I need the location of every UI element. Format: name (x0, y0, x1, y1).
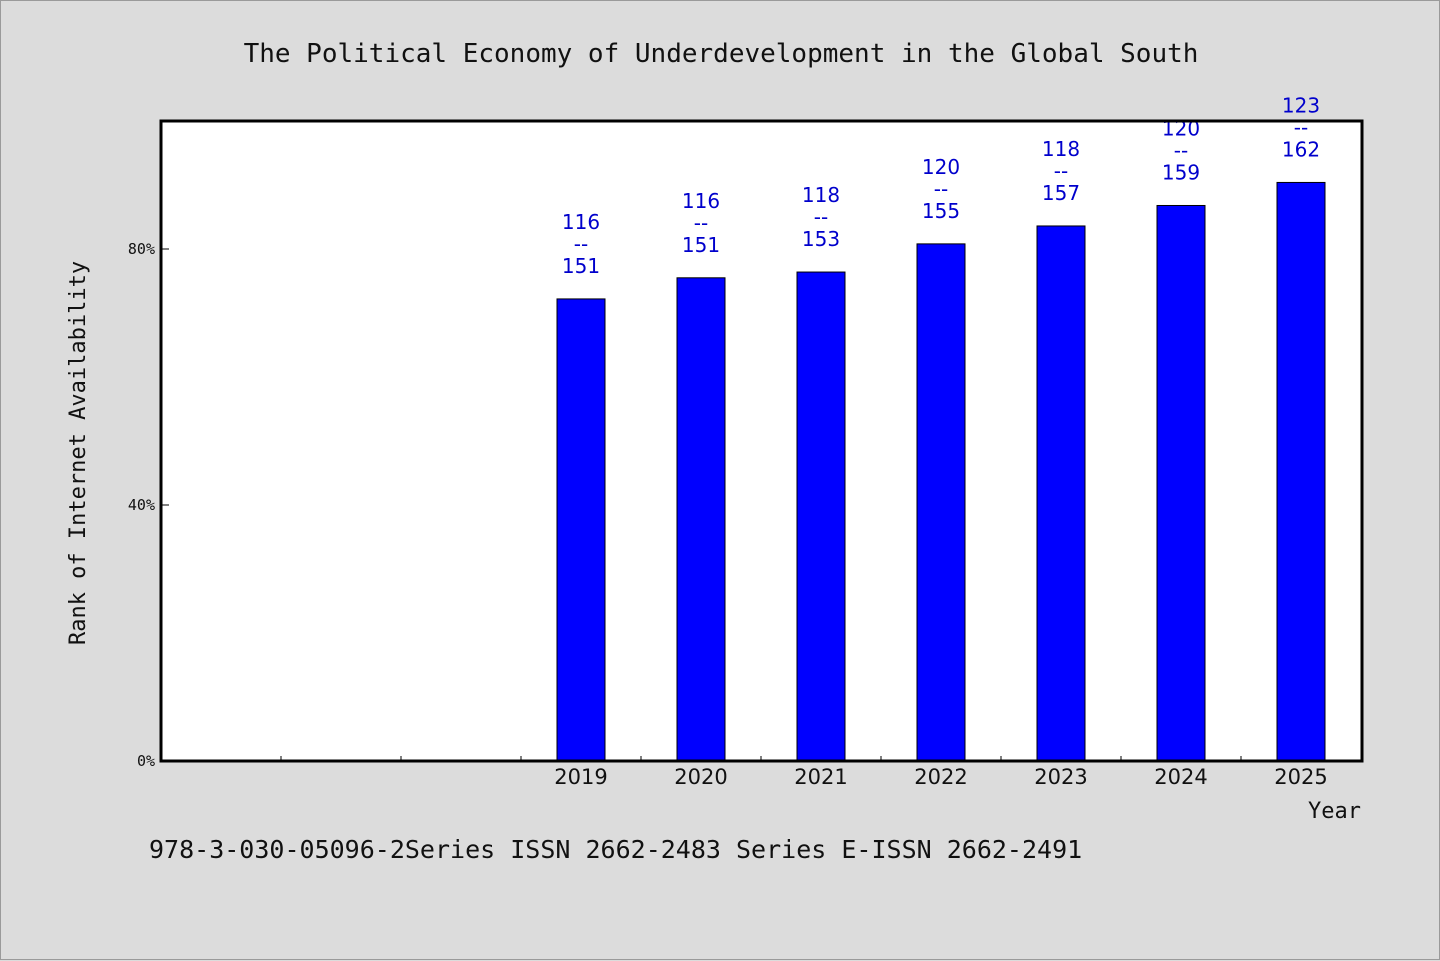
data-label: 118 (1042, 137, 1080, 161)
bar (796, 271, 846, 762)
x-tick-label: 2024 (1154, 765, 1207, 789)
bar (1276, 181, 1326, 762)
data-label: 116 (562, 210, 600, 234)
data-label: 118 (802, 183, 840, 207)
y-tick-label: 80% (128, 240, 155, 258)
data-label: -- (934, 177, 948, 201)
bar-series (556, 181, 1326, 762)
x-tick-label: 2019 (554, 765, 607, 789)
x-tick-label: 2023 (1034, 765, 1087, 789)
isbn-issn-note: 978-3-030-05096-2Series ISSN 2662-2483 S… (149, 835, 1083, 864)
data-label: 120 (922, 155, 960, 179)
x-tick-label: 2025 (1274, 765, 1327, 789)
data-label: 116 (682, 189, 720, 213)
data-label: 159 (1162, 160, 1200, 184)
data-label: -- (1294, 115, 1308, 139)
data-label: -- (1174, 138, 1188, 162)
chart-title: The Political Economy of Underdevelopmen… (244, 39, 1199, 69)
plot-border (159, 119, 1364, 763)
data-label: 155 (922, 199, 960, 223)
data-label: 151 (682, 233, 720, 257)
bar (1036, 225, 1086, 762)
x-axis-title: Year (1308, 799, 1361, 824)
data-label: -- (814, 205, 828, 229)
x-tick-label: 2022 (914, 765, 967, 789)
x-tick-label: 2021 (794, 765, 847, 789)
bar (916, 243, 966, 762)
y-tick-label: 0% (137, 752, 155, 770)
data-label: 162 (1282, 137, 1320, 161)
data-label: 151 (562, 254, 600, 278)
data-label: -- (574, 232, 588, 256)
y-tick-label: 40% (128, 496, 155, 514)
bar (676, 277, 726, 762)
data-label: 157 (1042, 181, 1080, 205)
y-axis: 0% 40% 80% (128, 240, 169, 770)
data-label: 153 (802, 227, 840, 251)
bar (1156, 204, 1206, 762)
data-label: 123 (1282, 93, 1320, 117)
data-label: -- (694, 211, 708, 235)
bar (556, 298, 606, 762)
data-label: -- (1054, 159, 1068, 183)
x-tick-label: 2020 (674, 765, 727, 789)
x-axis: 2019 2020 2021 2022 2023 2024 2025 (280, 756, 1328, 789)
y-axis-title: Rank of Internet Availability (66, 261, 91, 645)
